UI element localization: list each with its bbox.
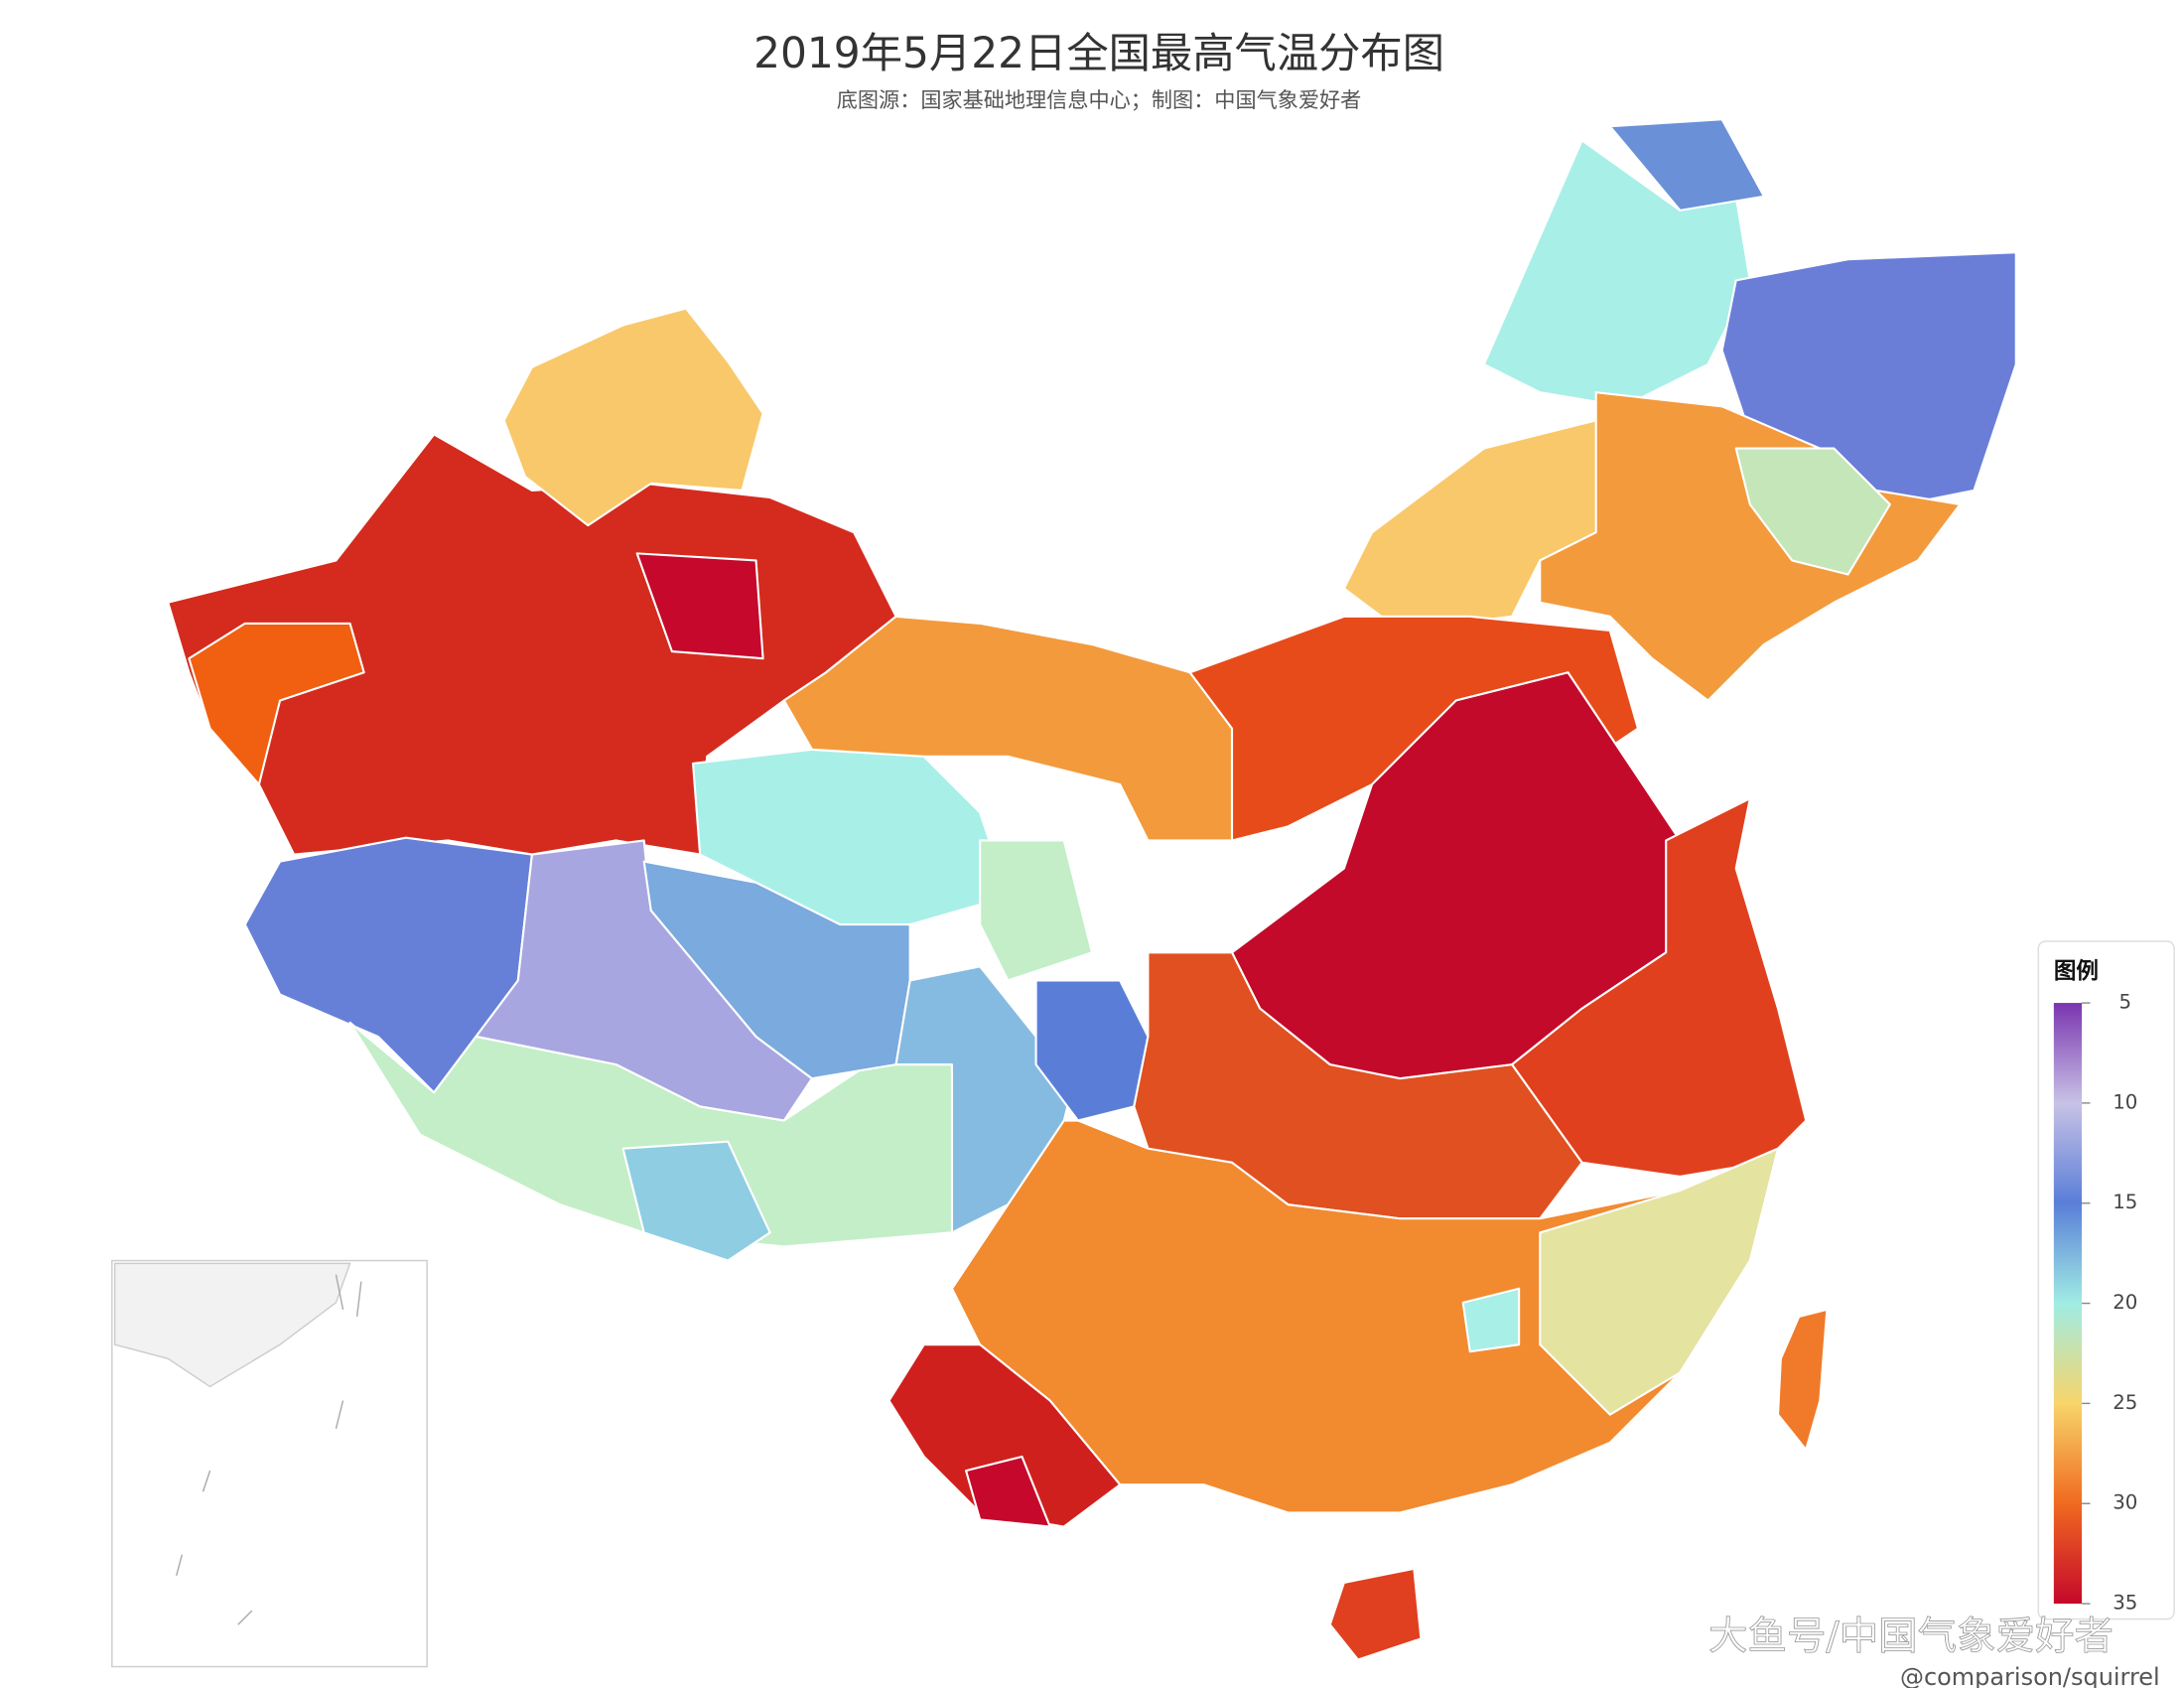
subtitle: 底图源：国家基础地理信息中心；制图：中国气象爱好者 xyxy=(837,87,1362,112)
region xyxy=(1461,1287,1521,1353)
south-sea-inset xyxy=(111,1259,428,1668)
region xyxy=(635,552,764,660)
region xyxy=(621,1140,771,1262)
watermark: 大鱼号/中国气象爱好者 xyxy=(1708,1614,2114,1659)
legend-tick-label: 35 xyxy=(2113,1592,2137,1615)
legend-tick-label: 10 xyxy=(2113,1090,2137,1113)
region xyxy=(1776,1308,1829,1451)
legend-tick-label: 15 xyxy=(2113,1191,2137,1213)
title: 2019年5月22日全国最高气温分布图 xyxy=(753,29,1444,77)
region xyxy=(1511,797,1808,1178)
legend-tick-label: 25 xyxy=(2113,1391,2137,1414)
region xyxy=(188,622,365,786)
region xyxy=(950,1119,1780,1514)
region xyxy=(965,1455,1051,1528)
inset-boundary xyxy=(176,1274,362,1625)
region xyxy=(1328,1567,1423,1661)
legend-tick-label: 5 xyxy=(2118,991,2131,1014)
region xyxy=(502,307,764,527)
china-map xyxy=(167,118,2017,1661)
inset-land xyxy=(113,1262,351,1388)
watermark-handle: @comparison/squirrel xyxy=(1900,1663,2160,1688)
region xyxy=(1539,1147,1780,1416)
legend-tick-label: 20 xyxy=(2113,1291,2137,1314)
region xyxy=(887,1343,1122,1528)
legend-title: 图例 xyxy=(2054,959,2099,985)
region xyxy=(1608,118,1765,211)
colorbar xyxy=(2053,1003,2083,1605)
legend-tick-label: 30 xyxy=(2113,1491,2137,1514)
legend: 图例 5 10 15 20 25 30 35 xyxy=(2037,940,2175,1620)
region xyxy=(1734,447,1891,576)
region xyxy=(979,839,1094,982)
